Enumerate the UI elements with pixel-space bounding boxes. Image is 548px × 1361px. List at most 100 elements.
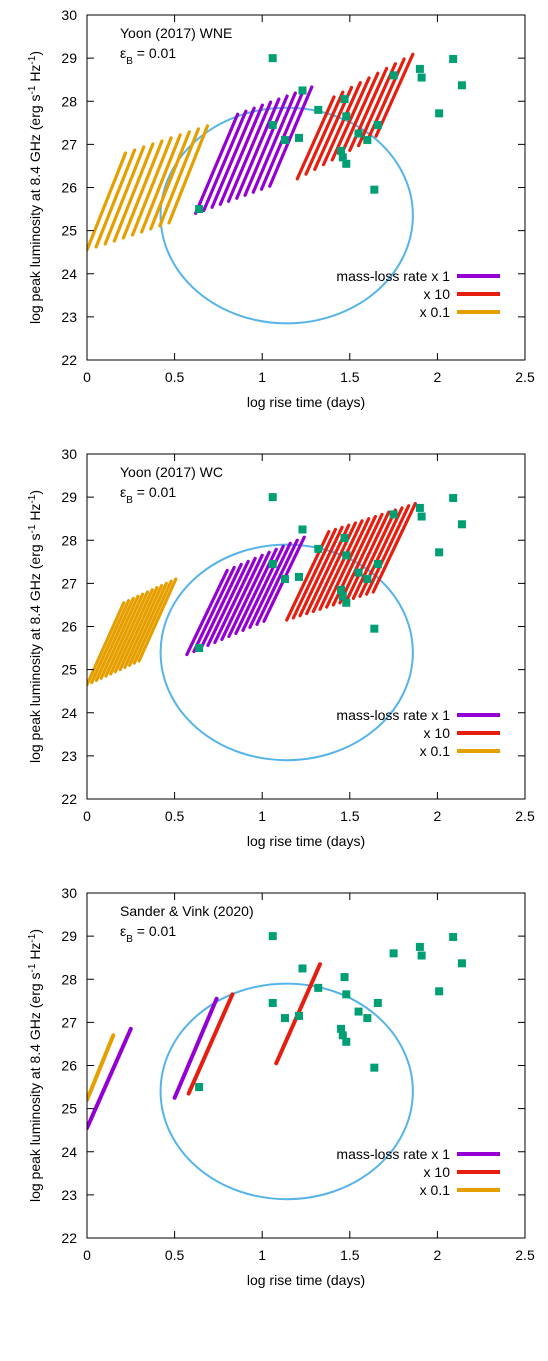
x-tick-label: 1.5 bbox=[340, 1247, 360, 1263]
plot-area bbox=[87, 52, 466, 325]
legend: mass-loss rate x 1 x 10 x 0.1 bbox=[336, 707, 500, 759]
series-line bbox=[227, 550, 271, 639]
y-tick-label: 25 bbox=[61, 223, 77, 239]
chart-panel-1: 0 0.5 1 1.5 2 2.5 22 23 24 25 26 27 28 29 30 log rise t… bbox=[27, 7, 535, 410]
plot-area bbox=[87, 932, 466, 1201]
data-point bbox=[415, 503, 424, 512]
legend-label: x 10 bbox=[424, 1164, 451, 1180]
y-axis-label-sup: -1 bbox=[27, 494, 38, 503]
y-tick-label: 30 bbox=[61, 7, 77, 23]
legend-label: x 10 bbox=[424, 725, 451, 741]
data-point bbox=[268, 932, 277, 941]
y-axis-label: log peak luminosity at 8.4 GHz (erg s-1 … bbox=[27, 929, 44, 1202]
y-tick-label: 22 bbox=[61, 352, 77, 368]
legend-label: mass-loss rate x 1 bbox=[336, 1146, 450, 1162]
series-line bbox=[206, 559, 250, 648]
data-point bbox=[337, 1024, 346, 1033]
band-series-2 bbox=[285, 501, 417, 622]
panel-title: Yoon (2017) WC bbox=[120, 464, 223, 480]
y-tick-label: 28 bbox=[61, 532, 77, 548]
series-line bbox=[365, 57, 406, 143]
y-tick-label: 26 bbox=[61, 619, 77, 635]
y-tick-label: 26 bbox=[61, 1058, 77, 1074]
x-tick-label: 1.5 bbox=[340, 808, 360, 824]
series-line bbox=[365, 504, 411, 596]
data-point bbox=[354, 568, 363, 577]
data-point bbox=[389, 510, 398, 519]
y-axis-label: log peak luminosity at 8.4 GHz (erg s-1 … bbox=[27, 490, 44, 763]
series-line bbox=[185, 568, 229, 657]
panel-title: Sander & Vink (2020) bbox=[120, 903, 254, 919]
x-tick-label: 0.5 bbox=[165, 369, 185, 385]
y-tick-label: 24 bbox=[61, 1144, 77, 1160]
data-point bbox=[342, 159, 351, 168]
data-point bbox=[298, 964, 307, 973]
epsilon-value: = 0.01 bbox=[133, 484, 176, 500]
data-point bbox=[417, 951, 426, 960]
panel-title: Yoon (2017) WNE bbox=[120, 25, 232, 41]
series-line bbox=[194, 112, 240, 215]
series-line bbox=[338, 512, 384, 605]
plot-area bbox=[87, 493, 466, 762]
legend-label: x 0.1 bbox=[420, 743, 451, 759]
data-point bbox=[370, 1063, 379, 1072]
series-line bbox=[99, 594, 140, 680]
y-axis-label-part: Hz bbox=[27, 65, 43, 86]
y-tick-label: 30 bbox=[61, 446, 77, 462]
series-line bbox=[158, 127, 201, 228]
series-line bbox=[291, 527, 338, 620]
data-point bbox=[373, 559, 382, 568]
data-point bbox=[195, 1083, 204, 1092]
data-point bbox=[449, 493, 458, 502]
epsilon-symbol: ε bbox=[120, 923, 126, 939]
data-point bbox=[342, 1037, 351, 1046]
y-axis-label-sup: -1 bbox=[27, 933, 38, 942]
data-point bbox=[457, 959, 466, 968]
band-series-3 bbox=[87, 124, 210, 252]
x-tick-label: 2.5 bbox=[515, 808, 535, 824]
band-series-3 bbox=[87, 577, 178, 687]
band-series-1 bbox=[194, 85, 314, 215]
y-tick-label: 29 bbox=[61, 928, 77, 944]
series-line bbox=[130, 136, 173, 237]
y-tick-label: 23 bbox=[61, 748, 77, 764]
data-point bbox=[342, 551, 351, 560]
chart-panel-3: 0 0.5 1 1.5 2 2.5 22 23 24 25 26 27 28 29 30 log rise t… bbox=[27, 885, 535, 1288]
data-point bbox=[195, 205, 204, 214]
series-line bbox=[199, 562, 243, 651]
series-line bbox=[226, 100, 273, 203]
series-line bbox=[345, 510, 391, 603]
y-axis-label-part: Hz bbox=[27, 504, 43, 525]
series-line bbox=[121, 139, 164, 240]
region-circle bbox=[159, 982, 414, 1201]
y-axis-label-part: log peak luminosity at 8.4 GHz (erg s bbox=[27, 972, 43, 1202]
data-point bbox=[294, 1011, 303, 1020]
y-tick-label: 24 bbox=[61, 266, 77, 282]
data-point bbox=[337, 585, 346, 594]
series-line bbox=[118, 586, 159, 672]
y-tick-label: 27 bbox=[61, 1014, 77, 1030]
data-point bbox=[340, 534, 349, 543]
x-tick-label: 1 bbox=[258, 808, 266, 824]
series-line bbox=[339, 71, 380, 157]
series-line bbox=[318, 519, 364, 611]
series-line bbox=[298, 525, 344, 618]
legend-label: mass-loss rate x 1 bbox=[336, 268, 450, 284]
data-point bbox=[340, 95, 349, 104]
y-tick-label: 29 bbox=[61, 489, 77, 505]
data-point bbox=[268, 559, 277, 568]
observed-points bbox=[195, 493, 466, 653]
epsilon-subscript: B bbox=[126, 56, 133, 67]
panel-subtitle: εB = 0.01 bbox=[120, 923, 176, 945]
y-tick-label: 27 bbox=[61, 136, 77, 152]
legend: mass-loss rate x 1 x 10 x 0.1 bbox=[336, 268, 500, 320]
data-point bbox=[435, 548, 444, 557]
series-line bbox=[202, 109, 248, 212]
data-point bbox=[294, 133, 303, 142]
series-line bbox=[248, 541, 292, 629]
data-point bbox=[354, 129, 363, 138]
x-axis-label: log rise time (days) bbox=[247, 394, 365, 410]
series-line bbox=[243, 94, 289, 197]
data-point bbox=[342, 990, 351, 999]
